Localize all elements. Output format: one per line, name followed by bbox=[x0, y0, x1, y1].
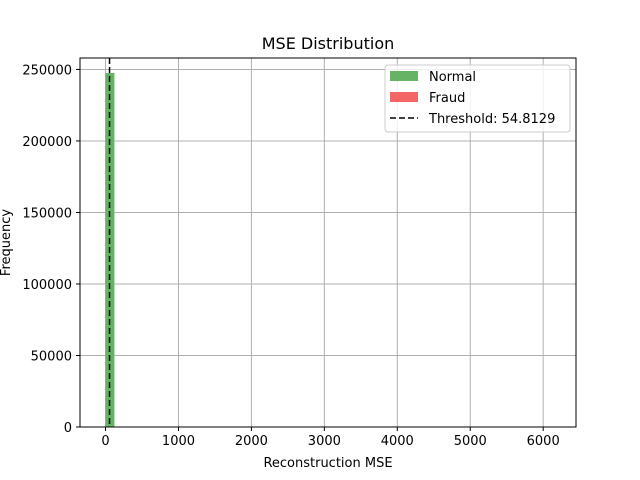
legend-box bbox=[384, 64, 571, 133]
y-axis-ticks: 0 50000 100000 150000 200000 250000 bbox=[22, 63, 80, 436]
legend-label-fraud: Fraud bbox=[429, 91, 465, 106]
y-tick-label: 100000 bbox=[22, 278, 72, 293]
legend-swatch-fraud bbox=[390, 92, 418, 102]
y-axis-label: Frequency bbox=[0, 209, 14, 276]
legend-label-normal: Normal bbox=[429, 70, 476, 85]
x-tick-label: 6000 bbox=[527, 434, 560, 449]
y-tick-label: 150000 bbox=[22, 206, 72, 221]
y-tick-label: 0 bbox=[64, 421, 72, 436]
x-tick-label: 5000 bbox=[454, 434, 487, 449]
y-tick-label: 50000 bbox=[31, 349, 72, 364]
legend-swatch-normal bbox=[390, 71, 418, 81]
plot-frame bbox=[79, 57, 577, 428]
x-tick-label: 4000 bbox=[381, 434, 414, 449]
x-axis-label: Reconstruction MSE bbox=[263, 456, 392, 471]
x-tick-label: 1000 bbox=[162, 434, 195, 449]
x-tick-label: 0 bbox=[101, 434, 109, 449]
x-tick-label: 3000 bbox=[308, 434, 341, 449]
legend: Normal Fraud Threshold: 54.8129 bbox=[384, 64, 571, 133]
y-tick-label: 200000 bbox=[22, 135, 72, 150]
legend-label-threshold: Threshold: 54.8129 bbox=[428, 112, 555, 127]
chart-title: MSE Distribution bbox=[262, 34, 395, 53]
x-axis-ticks: 0 1000 2000 3000 4000 5000 6000 bbox=[101, 427, 560, 449]
y-tick-label: 250000 bbox=[22, 63, 72, 78]
x-tick-label: 2000 bbox=[235, 434, 268, 449]
